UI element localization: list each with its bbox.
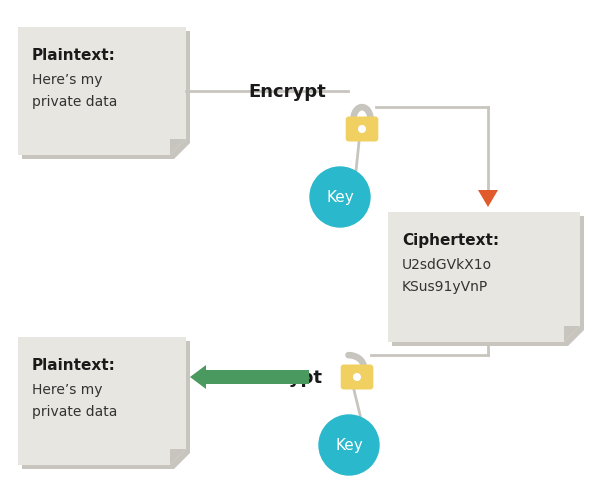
Text: U2sdGVkX1o
KSus91yVnP: U2sdGVkX1o KSus91yVnP — [402, 258, 492, 293]
Circle shape — [319, 415, 379, 475]
Polygon shape — [478, 191, 498, 207]
FancyBboxPatch shape — [341, 365, 373, 390]
Text: Plaintext:: Plaintext: — [32, 48, 116, 63]
Circle shape — [353, 374, 361, 381]
Polygon shape — [170, 140, 186, 156]
Text: Key: Key — [335, 438, 363, 452]
Text: Here’s my
private data: Here’s my private data — [32, 73, 118, 108]
Polygon shape — [564, 326, 580, 342]
Circle shape — [359, 126, 365, 133]
FancyBboxPatch shape — [346, 117, 378, 142]
Polygon shape — [18, 337, 186, 465]
Text: Decrypt: Decrypt — [242, 368, 322, 386]
Text: Ciphertext:: Ciphertext: — [402, 232, 499, 247]
Polygon shape — [392, 217, 584, 346]
Polygon shape — [190, 365, 206, 389]
Polygon shape — [388, 213, 580, 342]
Circle shape — [310, 168, 370, 227]
Text: Key: Key — [326, 190, 354, 205]
Text: Plaintext:: Plaintext: — [32, 357, 116, 372]
Polygon shape — [170, 449, 186, 465]
Polygon shape — [22, 32, 190, 160]
Polygon shape — [22, 341, 190, 469]
Polygon shape — [18, 28, 186, 156]
FancyBboxPatch shape — [204, 370, 309, 384]
Text: Here’s my
private data: Here’s my private data — [32, 382, 118, 418]
Text: Encrypt: Encrypt — [248, 83, 326, 101]
